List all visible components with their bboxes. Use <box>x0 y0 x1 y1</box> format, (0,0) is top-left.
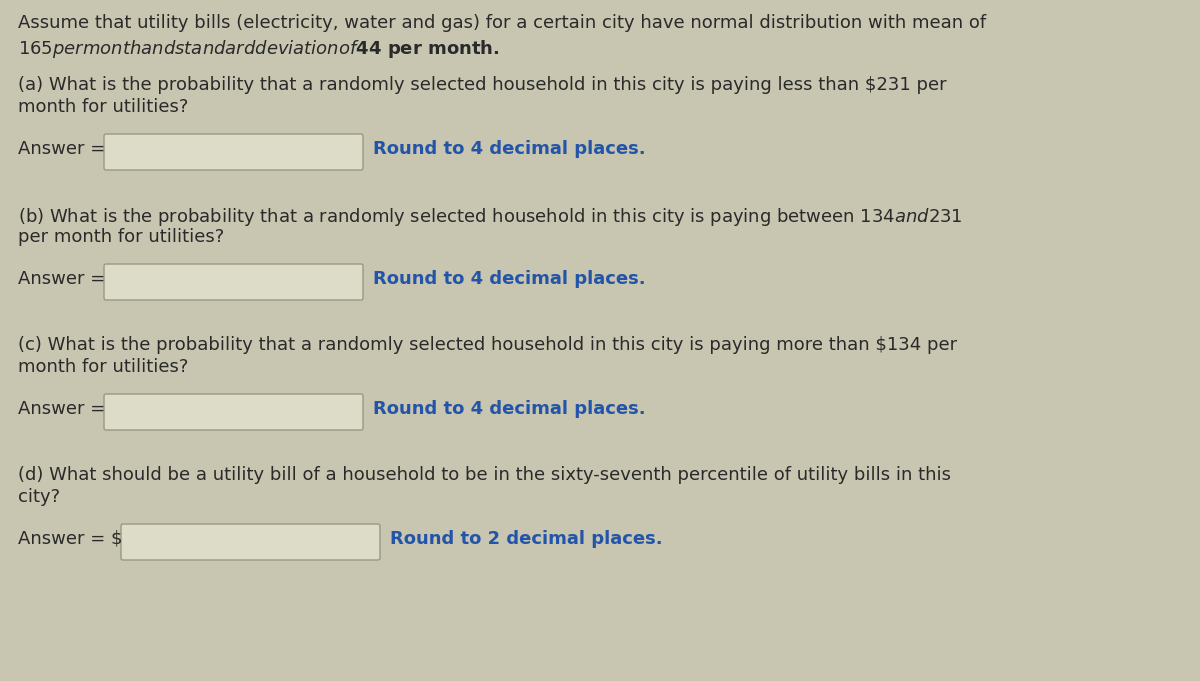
Text: (d) What should be a utility bill of a household to be in the sixty-seventh perc: (d) What should be a utility bill of a h… <box>18 466 952 484</box>
Text: Round to 4 decimal places.: Round to 4 decimal places. <box>373 270 646 288</box>
Text: Round to 2 decimal places.: Round to 2 decimal places. <box>390 530 662 548</box>
FancyBboxPatch shape <box>104 394 364 430</box>
Text: Answer =: Answer = <box>18 270 106 288</box>
Text: Answer =: Answer = <box>18 140 106 158</box>
Text: (a) What is the probability that a randomly selected household in this city is p: (a) What is the probability that a rando… <box>18 76 947 94</box>
Text: (c) What is the probability that a randomly selected household in this city is p: (c) What is the probability that a rando… <box>18 336 958 354</box>
Text: per month for utilities?: per month for utilities? <box>18 228 224 246</box>
Text: $165 per month and standard deviation of $44 per month.: $165 per month and standard deviation of… <box>18 38 499 60</box>
Text: (b) What is the probability that a randomly selected household in this city is p: (b) What is the probability that a rando… <box>18 206 962 228</box>
FancyBboxPatch shape <box>104 134 364 170</box>
Text: Answer =: Answer = <box>18 400 106 418</box>
Text: Answer = $: Answer = $ <box>18 530 122 548</box>
FancyBboxPatch shape <box>121 524 380 560</box>
Text: month for utilities?: month for utilities? <box>18 98 188 116</box>
Text: Assume that utility bills (electricity, water and gas) for a certain city have n: Assume that utility bills (electricity, … <box>18 14 986 32</box>
Text: Round to 4 decimal places.: Round to 4 decimal places. <box>373 140 646 158</box>
FancyBboxPatch shape <box>104 264 364 300</box>
Text: month for utilities?: month for utilities? <box>18 358 188 376</box>
Text: Round to 4 decimal places.: Round to 4 decimal places. <box>373 400 646 418</box>
Text: city?: city? <box>18 488 60 506</box>
